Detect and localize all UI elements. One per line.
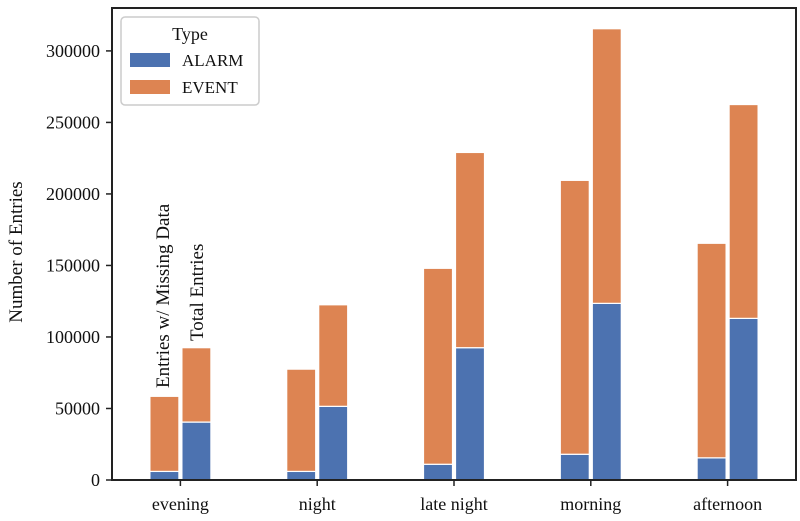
bar-night-total-entries-event: [318, 304, 349, 407]
y-tick-label-150000: 150000: [46, 255, 100, 275]
x-tick-label-evening: evening: [152, 494, 209, 514]
bar-late-night-total-entries-event: [454, 151, 486, 349]
legend: Type ALARM EVENT: [120, 16, 260, 106]
bar-night-entries-w-missing-data-alarm: [286, 470, 317, 481]
bar-late-night-entries-w-missing-data-alarm: [422, 463, 454, 481]
bar-morning-entries-w-missing-data-alarm: [559, 453, 590, 481]
bar-evening-entries-w-missing-data-event: [149, 395, 180, 473]
x-tick-label-night: night: [299, 494, 336, 514]
bar-afternoon-total-entries-alarm: [728, 317, 759, 481]
x-tick-label-afternoon: afternoon: [693, 494, 762, 514]
bar-night-entries-w-missing-data-event: [286, 368, 317, 473]
bar-late-night-entries-w-missing-data-event: [422, 267, 454, 465]
legend-label-event: EVENT: [182, 78, 238, 97]
bar-afternoon-entries-w-missing-data-event: [696, 242, 727, 459]
annotations: Entries w/ Missing Data Total Entries: [153, 203, 208, 388]
annotation-missing-data: Entries w/ Missing Data: [153, 203, 174, 388]
y-tick-label-0: 0: [91, 470, 100, 490]
bar-night-total-entries-alarm: [318, 405, 349, 481]
y-tick-label-300000: 300000: [46, 41, 100, 61]
y-tick-label-200000: 200000: [46, 184, 100, 204]
x-tick-label-morning: morning: [560, 494, 621, 514]
y-tick-label-100000: 100000: [46, 327, 100, 347]
legend-title: Type: [172, 24, 208, 44]
legend-swatch-alarm: [130, 53, 170, 67]
bar-morning-entries-w-missing-data-event: [559, 179, 590, 455]
bar-evening-total-entries-alarm: [181, 421, 212, 481]
y-axis-label: Number of Entries: [6, 181, 27, 322]
y-axis: 0 50000 100000 150000 200000 250000 300000: [46, 41, 112, 490]
x-tick-label-late-night: late night: [420, 494, 487, 514]
bar-late-night-total-entries-alarm: [454, 347, 486, 481]
bar-morning-total-entries-alarm: [591, 302, 622, 481]
y-tick-label-250000: 250000: [46, 112, 100, 132]
bar-evening-entries-w-missing-data-alarm: [149, 470, 180, 481]
y-tick-label-50000: 50000: [55, 398, 100, 418]
bar-afternoon-total-entries-event: [728, 103, 759, 319]
bars-layer: [149, 28, 759, 481]
x-axis: evening night late night morning afternoon: [152, 480, 762, 514]
bar-morning-total-entries-event: [591, 28, 622, 304]
bar-evening-total-entries-event: [181, 347, 212, 423]
legend-label-alarm: ALARM: [182, 51, 243, 70]
legend-swatch-event: [130, 80, 170, 94]
annotation-total-entries: Total Entries: [187, 244, 208, 341]
bar-afternoon-entries-w-missing-data-alarm: [696, 457, 727, 481]
